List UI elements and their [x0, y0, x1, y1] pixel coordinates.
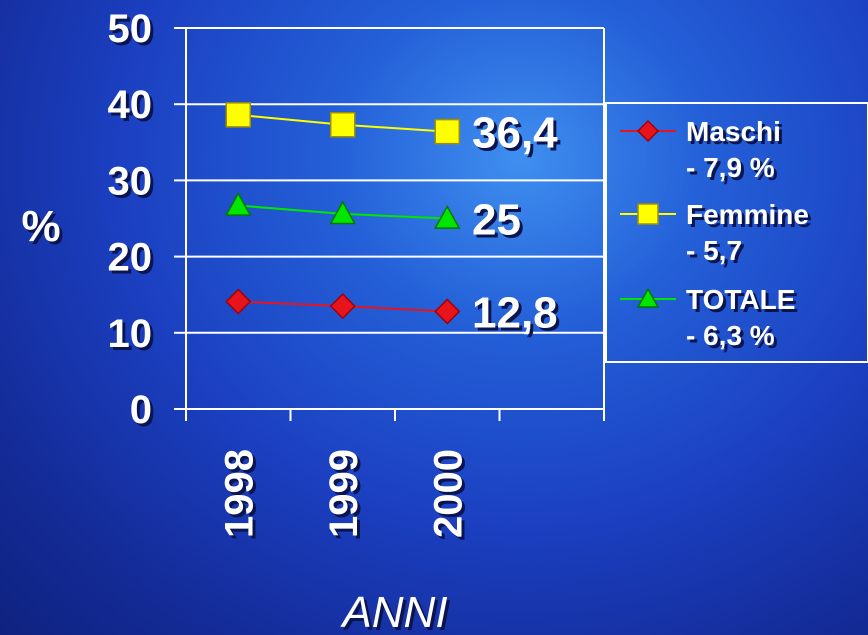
axes: [174, 27, 605, 421]
y-tick-label-10-shadow: 10: [111, 315, 156, 359]
legend-box: [605, 102, 868, 363]
end-label-femmine: 36,4: [472, 109, 558, 158]
data-point-maschi-1999: [329, 293, 356, 320]
y-tick-label-0: 0: [130, 388, 152, 432]
legend-name-maschi: Maschi: [686, 116, 781, 147]
x-tick-label-2000-shadow: 2000: [429, 452, 473, 541]
data-point-femmine-1999: [330, 112, 356, 138]
y-tick-label-50-shadow: 50: [111, 10, 156, 54]
legend-name-totale: TOTALE: [686, 284, 795, 315]
x-axis-title: ANNI: [339, 588, 447, 635]
y-tick-label-30: 30: [108, 159, 153, 203]
y-axis-label-shadow: %: [24, 205, 63, 254]
x-tick-label-1998-shadow: 1998: [220, 452, 264, 541]
end-label-maschi-shadow: 12,8: [475, 291, 561, 340]
series-layer: [224, 102, 461, 325]
data-point-femmine-2000: [434, 118, 460, 145]
x-tick-label-1999-shadow: 1999: [325, 452, 369, 541]
legend-change-femmine: - 5,7: [686, 235, 742, 266]
legend-name-maschi-shadow: Maschi: [689, 119, 784, 150]
x-tick-label-1998: 1998: [217, 449, 261, 538]
y-axis-label: %: [21, 202, 60, 251]
x-axis-title-shadow: ANNI: [342, 591, 450, 635]
data-point-totale-2000: [433, 204, 461, 229]
grid-lines: [186, 27, 604, 334]
y-tick-label-0-shadow: 0: [133, 391, 155, 435]
legend-name-totale-shadow: TOTALE: [689, 287, 798, 318]
series-maschi: [225, 288, 461, 325]
x-tick-label-2000: 2000: [426, 449, 470, 538]
legend-marker-maschi: [636, 119, 660, 143]
series-totale: [224, 192, 461, 229]
legend-marker-femmine: [637, 203, 659, 225]
end-label-maschi: 12,8: [472, 288, 558, 337]
y-tick-label-40-shadow: 40: [111, 86, 156, 130]
x-tick-label-1999: 1999: [322, 449, 366, 538]
legend-change-maschi: - 7,9 %: [686, 152, 775, 183]
data-point-maschi-1998: [225, 288, 252, 315]
data-point-totale-1998: [224, 192, 252, 216]
legend-change-totale-shadow: - 6,3 %: [689, 323, 778, 354]
y-tick-label-40: 40: [108, 83, 153, 127]
end-label-femmine-shadow: 36,4: [475, 112, 561, 161]
end-label-totale-shadow: 25: [475, 199, 524, 248]
end-label-totale: 25: [472, 196, 521, 245]
data-point-totale-1999: [329, 200, 357, 225]
legend-name-femmine: Femmine: [686, 199, 809, 230]
legend-change-femmine-shadow: - 5,7: [689, 238, 745, 269]
series-femmine: [225, 102, 460, 145]
y-tick-label-20: 20: [108, 236, 153, 280]
data-point-maschi-2000: [434, 298, 461, 325]
legend-change-totale: - 6,3 %: [686, 320, 775, 351]
legend-marker-totale: [636, 287, 660, 308]
y-tick-label-30-shadow: 30: [111, 162, 156, 206]
y-tick-label-20-shadow: 20: [111, 239, 156, 283]
y-tick-label-10: 10: [108, 312, 153, 356]
legend-change-maschi-shadow: - 7,9 %: [689, 155, 778, 186]
data-point-femmine-1998: [225, 102, 251, 128]
y-tick-label-50: 50: [108, 7, 153, 51]
legend-name-femmine-shadow: Femmine: [689, 202, 812, 233]
